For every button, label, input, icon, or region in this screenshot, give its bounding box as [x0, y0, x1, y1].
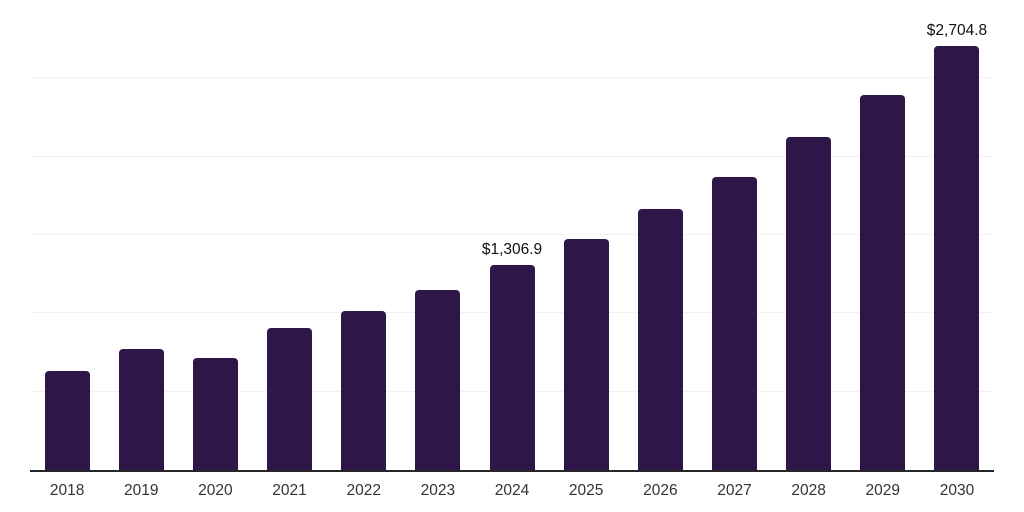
- bar-group-2022: [327, 0, 401, 470]
- bar-group-2020: [178, 0, 252, 470]
- bar-group-2024: $1,306.9: [475, 0, 549, 470]
- gridline-2000: [30, 155, 994, 157]
- bar-2025: [563, 238, 609, 470]
- x-axis-label-2025: 2025: [568, 482, 604, 499]
- x-axis-label-2028: 2028: [791, 482, 826, 499]
- x-axis-label-2024: 2024: [494, 482, 530, 499]
- x-axis-label-2022: 2022: [346, 482, 381, 499]
- bar-2026: [637, 209, 683, 470]
- x-axis-label-2027: 2027: [717, 482, 752, 499]
- bar-value-label-2030: $2,704.8: [926, 22, 988, 40]
- bar-2024: [489, 265, 535, 470]
- bar-2019: [118, 349, 164, 470]
- x-axis-label-2020: 2020: [198, 482, 233, 499]
- bar-2028: [786, 137, 832, 470]
- x-axis-label-2026: 2026: [643, 482, 678, 499]
- x-axis-line: [30, 470, 994, 472]
- plot-area: $1,306.9 $2,704.8: [30, 0, 994, 472]
- x-axis-label-2029: 2029: [865, 482, 901, 499]
- x-axis-label-2030: 2030: [939, 482, 975, 499]
- x-axis-label-2019: 2019: [123, 482, 159, 499]
- bar-group-2030: $2,704.8: [920, 0, 994, 470]
- x-axis-label-2021: 2021: [272, 482, 307, 499]
- bar-2023: [415, 289, 461, 470]
- bar-2029: [860, 94, 906, 470]
- bar-2022: [341, 310, 387, 470]
- bar-group-2029: [846, 0, 920, 470]
- gridline-1500: [30, 234, 994, 235]
- bar-group-2027: [697, 0, 771, 470]
- bar-2030: [934, 46, 980, 470]
- gridline-2500: [30, 77, 994, 79]
- bar-group-2021: [252, 0, 326, 470]
- bar-group-2025: [549, 0, 623, 470]
- x-axis-label-2023: 2023: [420, 482, 456, 499]
- x-axis-labels: 2018 2019 2020 2021 2022 2023 2024 2025 2026 2027…: [30, 480, 994, 502]
- bars-row: $1,306.9 $2,704.8: [30, 0, 994, 470]
- bar-group-2026: [623, 0, 697, 470]
- x-axis-label-2018: 2018: [49, 482, 85, 499]
- bar-2018: [44, 371, 90, 470]
- bar-2027: [711, 177, 757, 470]
- bar-group-2018: [30, 0, 104, 470]
- bar-2021: [267, 328, 313, 470]
- bar-group-2023: [401, 0, 475, 470]
- bar-group-2028: [772, 0, 846, 470]
- bar-2020: [192, 358, 238, 470]
- bar-value-label-2024: $1,306.9: [481, 241, 543, 259]
- bar-group-2019: [104, 0, 178, 470]
